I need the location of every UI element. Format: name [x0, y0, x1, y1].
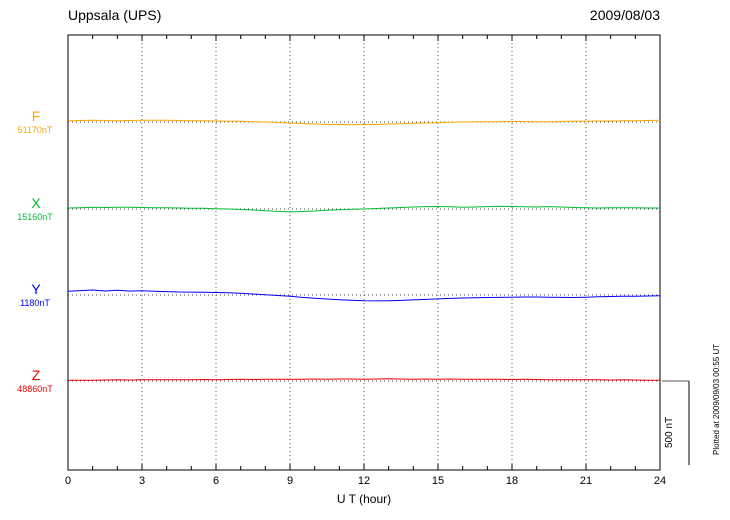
scale-bar-label: 500 nT — [664, 416, 675, 448]
station-title: Uppsala (UPS) — [68, 7, 162, 23]
x-tick-0: 0 — [64, 475, 72, 487]
x-tick-21: 21 — [579, 475, 593, 487]
x-tick-3: 3 — [138, 475, 146, 487]
series-label-y: Y — [31, 281, 41, 297]
x-tick-15: 15 — [431, 475, 445, 487]
x-axis-label: U T (hour) — [336, 492, 392, 506]
plot-date: 2009/08/03 — [589, 7, 660, 23]
x-tick-12: 12 — [357, 475, 371, 487]
x-tick-24: 24 — [653, 475, 667, 487]
x-tick-9: 9 — [286, 475, 294, 487]
series-label-z: Z — [31, 367, 41, 383]
series-label-f: F — [31, 108, 41, 124]
plotted-at-note: Plotted at 2009/09/03 00:55 UT — [712, 343, 721, 455]
series-label-x: X — [31, 195, 41, 211]
series-baseline-y: 1180nT — [20, 298, 50, 308]
x-tick-18: 18 — [505, 475, 519, 487]
series-baseline-z: 48860nT — [17, 384, 53, 394]
series-baseline-f: 51170nT — [17, 125, 53, 135]
series-baseline-x: 15160nT — [17, 212, 53, 222]
x-tick-6: 6 — [212, 475, 220, 487]
